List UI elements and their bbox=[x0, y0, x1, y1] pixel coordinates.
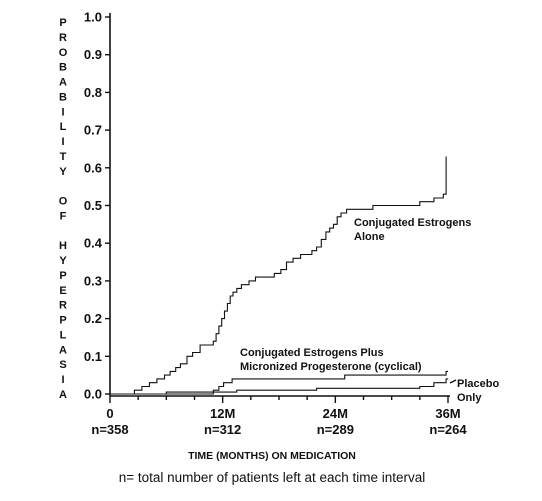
footnote: n= total number of patients left at each… bbox=[119, 470, 426, 485]
series-label-1: Micronized Progesterone (cyclical) bbox=[240, 361, 422, 373]
y-tick-label: 0.2 bbox=[84, 311, 102, 326]
y-tick-label: 0.8 bbox=[84, 85, 102, 100]
x-axis-label: TIME (MONTHS) ON MEDICATION bbox=[188, 450, 356, 462]
placebo-pointer bbox=[449, 379, 457, 384]
ticks: 0.0 0.1 0.2 0.3 0.4 0.5 0.6 0.7 0.8 0.9 1.0 0n=358 1… bbox=[84, 10, 467, 438]
x-tick-label: 0 bbox=[106, 406, 113, 421]
series-line-0 bbox=[110, 156, 447, 395]
y-tick-label: 0.4 bbox=[84, 236, 103, 251]
series-line-2 bbox=[110, 378, 448, 395]
y-tick-label: 0.1 bbox=[84, 349, 102, 364]
series-label-0: Conjugated Estrogens bbox=[354, 217, 471, 229]
y-tick-label: 0.7 bbox=[84, 123, 102, 138]
x-tick-label: 12M bbox=[210, 406, 235, 421]
n-at-risk-label: n=289 bbox=[317, 422, 354, 437]
y-tick-label: 1.0 bbox=[84, 10, 102, 25]
axes bbox=[109, 13, 450, 397]
series-label-2: Only bbox=[457, 392, 482, 404]
n-at-risk-label: n=358 bbox=[91, 422, 128, 437]
series-label-2: Placebo bbox=[457, 378, 499, 390]
y-tick-label: 0.0 bbox=[84, 387, 102, 402]
y-tick-label: 0.6 bbox=[84, 160, 102, 175]
series-label-0: Alone bbox=[354, 231, 385, 243]
n-at-risk-label: n=312 bbox=[204, 422, 241, 437]
y-tick-label: 0.3 bbox=[84, 273, 102, 288]
annotations: Conjugated Estrogens Alone Conjugated Estr… bbox=[240, 217, 499, 404]
x-tick-label: 36M bbox=[435, 406, 460, 421]
x-tick-label: 24M bbox=[323, 406, 348, 421]
y-tick-label: 0.9 bbox=[84, 47, 102, 62]
series-label-1: Conjugated Estrogens Plus bbox=[240, 347, 384, 359]
n-at-risk-label: n=264 bbox=[429, 422, 467, 437]
curves bbox=[110, 156, 448, 395]
y-tick-label: 0.5 bbox=[84, 198, 102, 213]
series-line-1 bbox=[110, 370, 448, 395]
